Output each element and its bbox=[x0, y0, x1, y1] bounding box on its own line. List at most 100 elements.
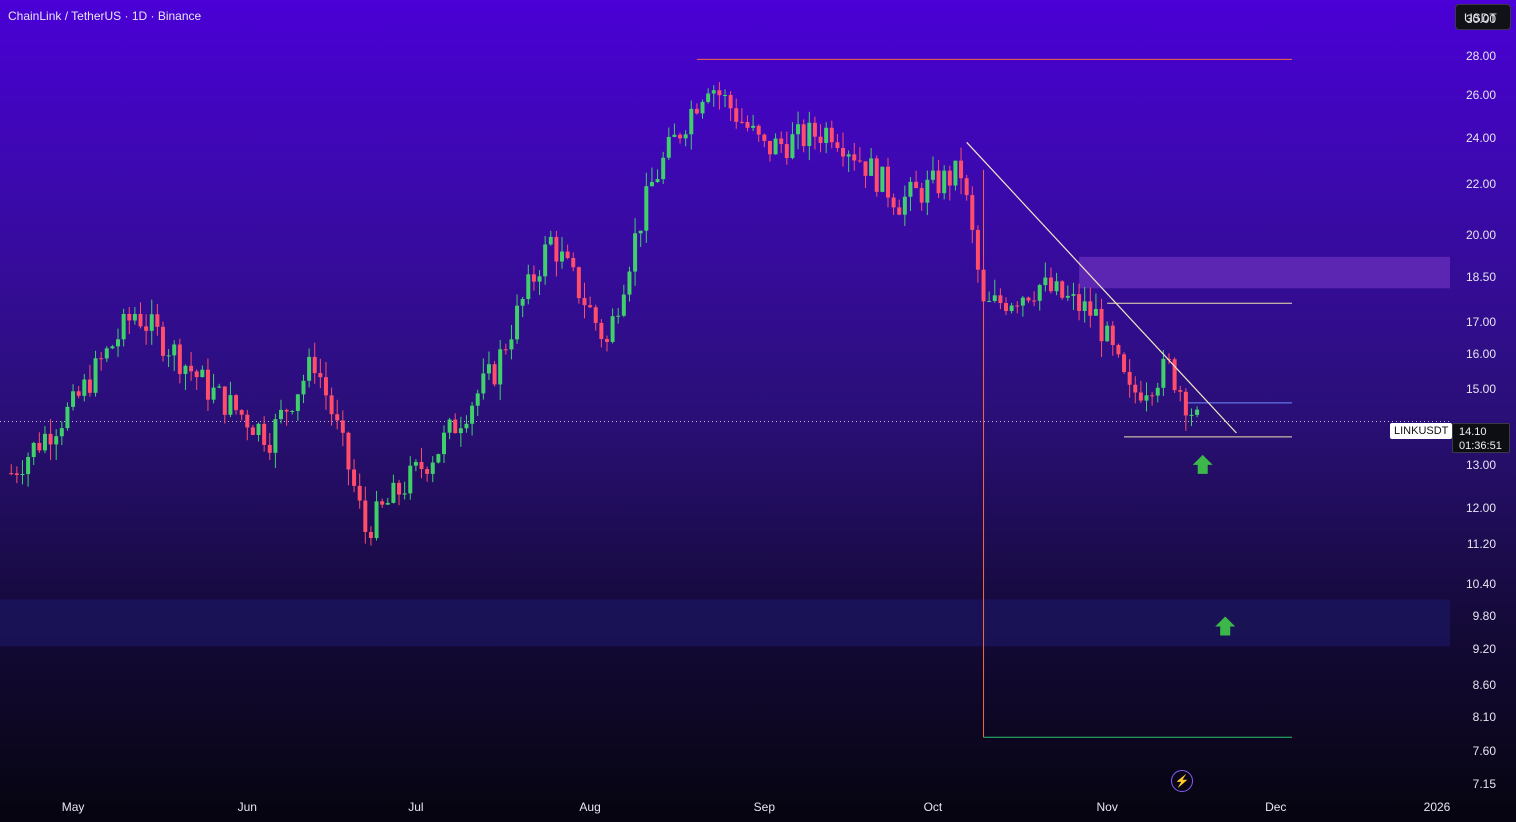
candle-body bbox=[644, 186, 649, 231]
candle-body bbox=[891, 197, 896, 208]
candle-body bbox=[599, 322, 604, 339]
candle-body bbox=[217, 386, 222, 388]
candle-body bbox=[138, 314, 143, 327]
candle-body bbox=[76, 391, 81, 396]
candle-body bbox=[1020, 297, 1025, 306]
candle-body bbox=[82, 379, 87, 396]
candle-body bbox=[458, 428, 463, 434]
price-tick: 20.00 bbox=[1465, 228, 1496, 243]
candle-body bbox=[672, 134, 677, 137]
currency-badge[interactable]: USDT bbox=[1455, 4, 1511, 30]
candle-body bbox=[346, 432, 351, 470]
candle-body bbox=[54, 436, 59, 445]
candle-body bbox=[1127, 371, 1132, 385]
last-price-label: 14.10 01:36:51 bbox=[1452, 423, 1510, 453]
candle-body bbox=[908, 181, 913, 197]
candle-body bbox=[110, 346, 115, 349]
price-tick: 7.60 bbox=[1472, 744, 1496, 759]
candle-body bbox=[368, 532, 373, 539]
candle-body bbox=[1065, 295, 1070, 298]
candle-body bbox=[391, 482, 396, 503]
candle-body bbox=[374, 501, 379, 539]
candle-body bbox=[796, 124, 801, 135]
candle-body bbox=[1026, 297, 1031, 301]
price-tick: 8.60 bbox=[1472, 678, 1496, 693]
candle-body bbox=[234, 395, 239, 411]
price-tick: 10.40 bbox=[1465, 576, 1496, 591]
price-tick: 30.00 bbox=[1465, 11, 1496, 26]
candle-body bbox=[1037, 285, 1042, 301]
candle-body bbox=[1178, 390, 1183, 392]
candle-body bbox=[59, 428, 64, 437]
time-tick: Dec bbox=[1265, 800, 1287, 814]
candle-body bbox=[464, 423, 469, 429]
candle-body bbox=[666, 136, 671, 158]
candle-body bbox=[616, 315, 621, 317]
candle-body bbox=[486, 364, 491, 374]
candle-body bbox=[318, 373, 323, 378]
candle-body bbox=[1071, 294, 1076, 296]
candle-body bbox=[144, 326, 149, 331]
candle-body bbox=[841, 147, 846, 157]
trendline bbox=[966, 141, 1237, 434]
price-tick: 11.20 bbox=[1466, 537, 1496, 552]
candle-body bbox=[1183, 391, 1188, 416]
candle-body bbox=[1110, 325, 1115, 346]
price-tick: 16.00 bbox=[1465, 347, 1496, 362]
candle-body bbox=[767, 140, 772, 155]
candle-body bbox=[711, 90, 716, 94]
candle-body bbox=[211, 387, 216, 400]
candle-body bbox=[588, 305, 593, 308]
candle-body bbox=[228, 395, 233, 415]
candle-body bbox=[284, 409, 289, 412]
candle-body bbox=[1150, 395, 1155, 397]
candle-body bbox=[576, 267, 581, 299]
candle-body bbox=[155, 314, 160, 327]
candle-body bbox=[801, 124, 806, 147]
price-tick: 24.00 bbox=[1465, 130, 1496, 145]
candle-body bbox=[925, 179, 930, 203]
time-tick: Jun bbox=[237, 800, 257, 814]
candle-body bbox=[273, 419, 278, 453]
candle-body bbox=[380, 501, 385, 505]
candle-body bbox=[734, 108, 739, 122]
candle-body bbox=[756, 125, 761, 135]
price-tick: 28.00 bbox=[1465, 48, 1496, 63]
candle-body bbox=[194, 371, 199, 378]
candle-body bbox=[717, 90, 722, 96]
candle-body bbox=[953, 160, 958, 186]
candle-body bbox=[492, 364, 497, 385]
candle-body bbox=[964, 178, 969, 196]
candle-body bbox=[1166, 358, 1171, 360]
candle-body bbox=[295, 394, 300, 411]
candle-body bbox=[335, 414, 340, 421]
candle-body bbox=[1088, 301, 1093, 316]
candle-body bbox=[824, 127, 829, 143]
candle-body bbox=[116, 339, 121, 347]
candle-body bbox=[1048, 277, 1053, 292]
candle-body bbox=[149, 314, 154, 331]
candle-body bbox=[1161, 358, 1166, 388]
up-arrow-icon bbox=[1215, 616, 1236, 636]
candle-body bbox=[121, 313, 126, 340]
candle-body bbox=[762, 134, 767, 141]
candle-body bbox=[498, 349, 503, 385]
candle-body bbox=[1043, 277, 1048, 286]
candle-body bbox=[14, 473, 19, 475]
candle-body bbox=[481, 373, 486, 394]
candle-body bbox=[565, 251, 570, 258]
time-tick: Oct bbox=[923, 800, 943, 814]
candle-body bbox=[262, 423, 267, 445]
candle-body bbox=[65, 406, 70, 429]
candle-body bbox=[189, 365, 194, 372]
lightning-icon[interactable]: ⚡ bbox=[1171, 770, 1193, 792]
candle-body bbox=[1082, 301, 1087, 311]
candle-body bbox=[20, 474, 25, 476]
candle-body bbox=[790, 134, 795, 158]
candle-body bbox=[610, 316, 615, 342]
overlays-layer bbox=[966, 141, 1237, 636]
candle-body bbox=[683, 134, 688, 139]
candle-body bbox=[340, 420, 345, 433]
bar-countdown: 01:36:51 bbox=[1459, 440, 1502, 452]
